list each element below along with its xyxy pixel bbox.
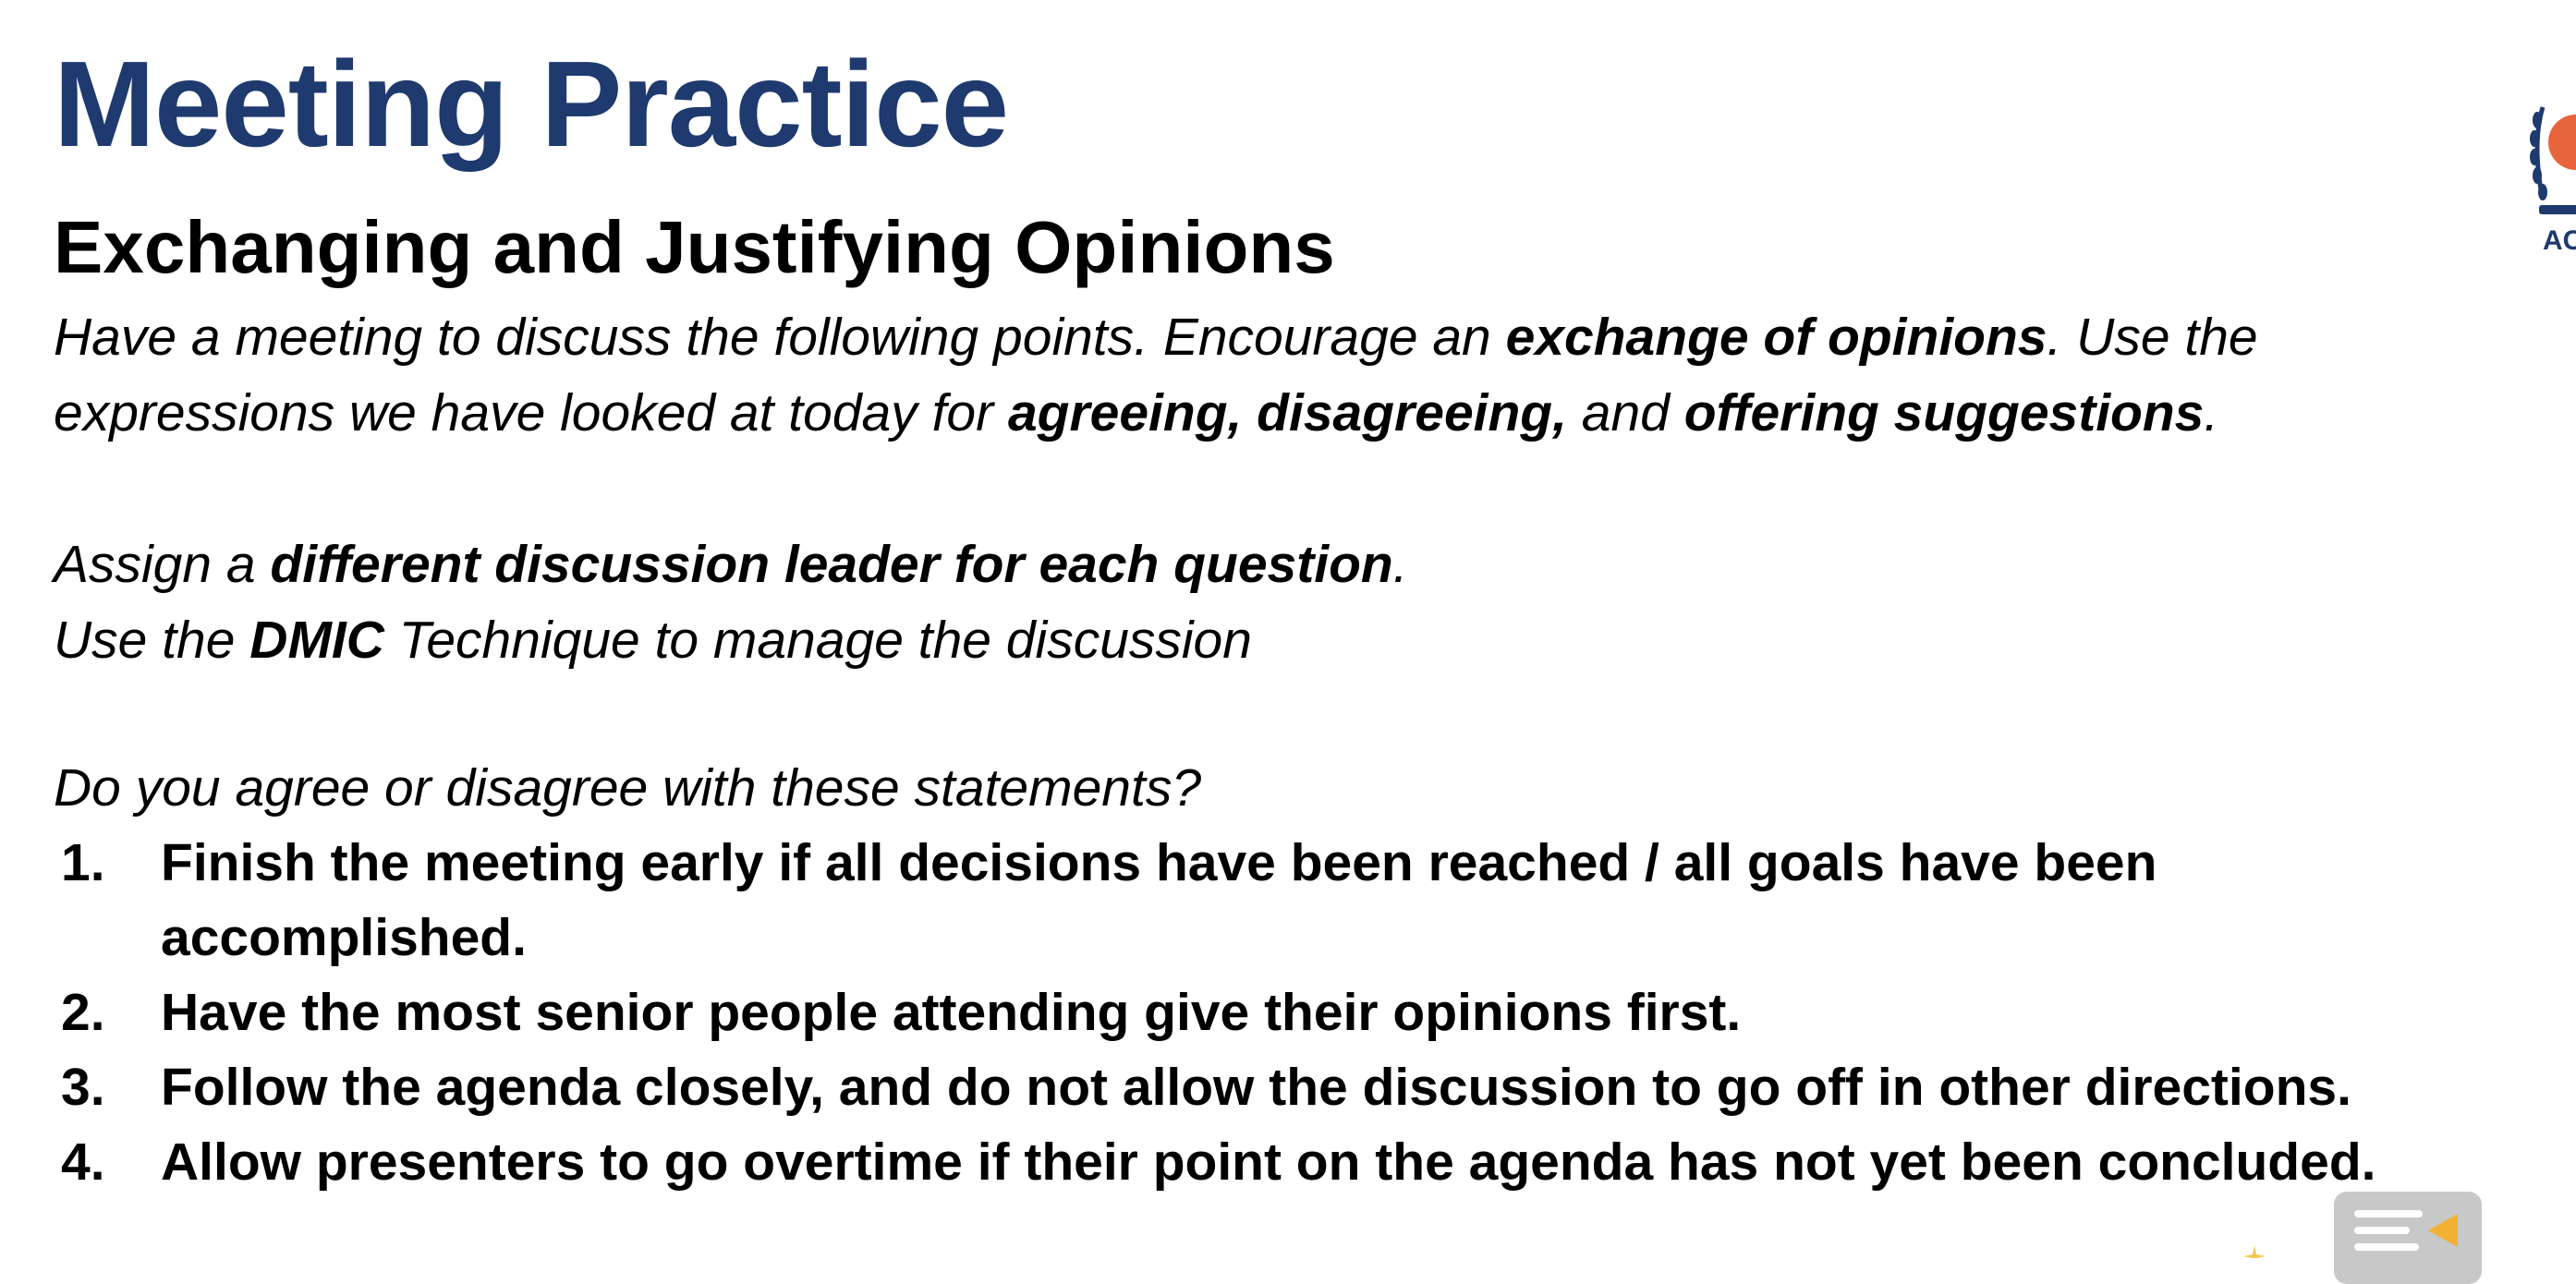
intro-text: . Use the (2047, 308, 2258, 367)
speaker-notes-icon (2354, 1210, 2458, 1251)
intro-text: . (2204, 383, 2219, 442)
statement-number: 2. (61, 983, 105, 1042)
intro-text: Have a meeting to discuss the following … (54, 308, 1506, 367)
leader-paragraph: Assign a different discussion leader for… (54, 527, 1408, 678)
statement-item: 4. Allow presenters to go overtime if th… (54, 1125, 2376, 1200)
intro-emphasis: agreeing, disagreeing, (1007, 383, 1567, 442)
leader-emphasis: different discussion leader for each que… (270, 535, 1393, 594)
statement-text: Follow the agenda closely, and do not al… (161, 1058, 2351, 1117)
statement-list: 1. Finish the meeting early if all decis… (54, 826, 2376, 1200)
intro-text: and (1566, 383, 1684, 442)
leader-text: Use the (54, 611, 250, 670)
statement-text: Allow presenters to go overtime if their… (161, 1133, 2376, 1192)
statement-number: 4. (61, 1133, 105, 1192)
statement-text: Have the most senior people attending gi… (161, 983, 1742, 1042)
intro-emphasis: offering suggestions (1683, 383, 2205, 442)
statement-text: accomplished. (161, 908, 527, 967)
intro-text: expressions we have looked at today for (54, 383, 1008, 442)
statement-item: 2. Have the most senior people attending… (54, 975, 2376, 1050)
slide-subtitle: Exchanging and Justifying Opinions (54, 206, 1335, 288)
laurel-logo-icon (2526, 89, 2576, 264)
sparkle-icon (2243, 1245, 2266, 1258)
statement-number: 3. (61, 1058, 105, 1117)
statement-item: 1. Finish the meeting early if all decis… (54, 826, 2376, 975)
question-prompt: Do you agree or disagree with these stat… (54, 758, 1202, 818)
slide-title: Meeting Practice (54, 36, 1009, 172)
speaker-notes-button[interactable] (2334, 1192, 2482, 1284)
intro-paragraph: Have a meeting to discuss the following … (54, 299, 2258, 451)
leader-text: Assign a (54, 535, 271, 594)
intro-emphasis: exchange of opinions (1505, 308, 2047, 367)
statement-item: 3. Follow the agenda closely, and do not… (54, 1050, 2376, 1125)
leader-emphasis: DMIC (249, 611, 384, 670)
statement-text: Finish the meeting early if all decision… (161, 833, 2157, 892)
leader-text: Technique to manage the discussion (383, 611, 1252, 670)
logo-text: AC (2543, 225, 2576, 256)
statement-number: 1. (61, 833, 105, 892)
slide: Meeting Practice Exchanging and Justifyi… (54, 36, 2576, 1284)
leader-text: . (1392, 535, 1408, 594)
